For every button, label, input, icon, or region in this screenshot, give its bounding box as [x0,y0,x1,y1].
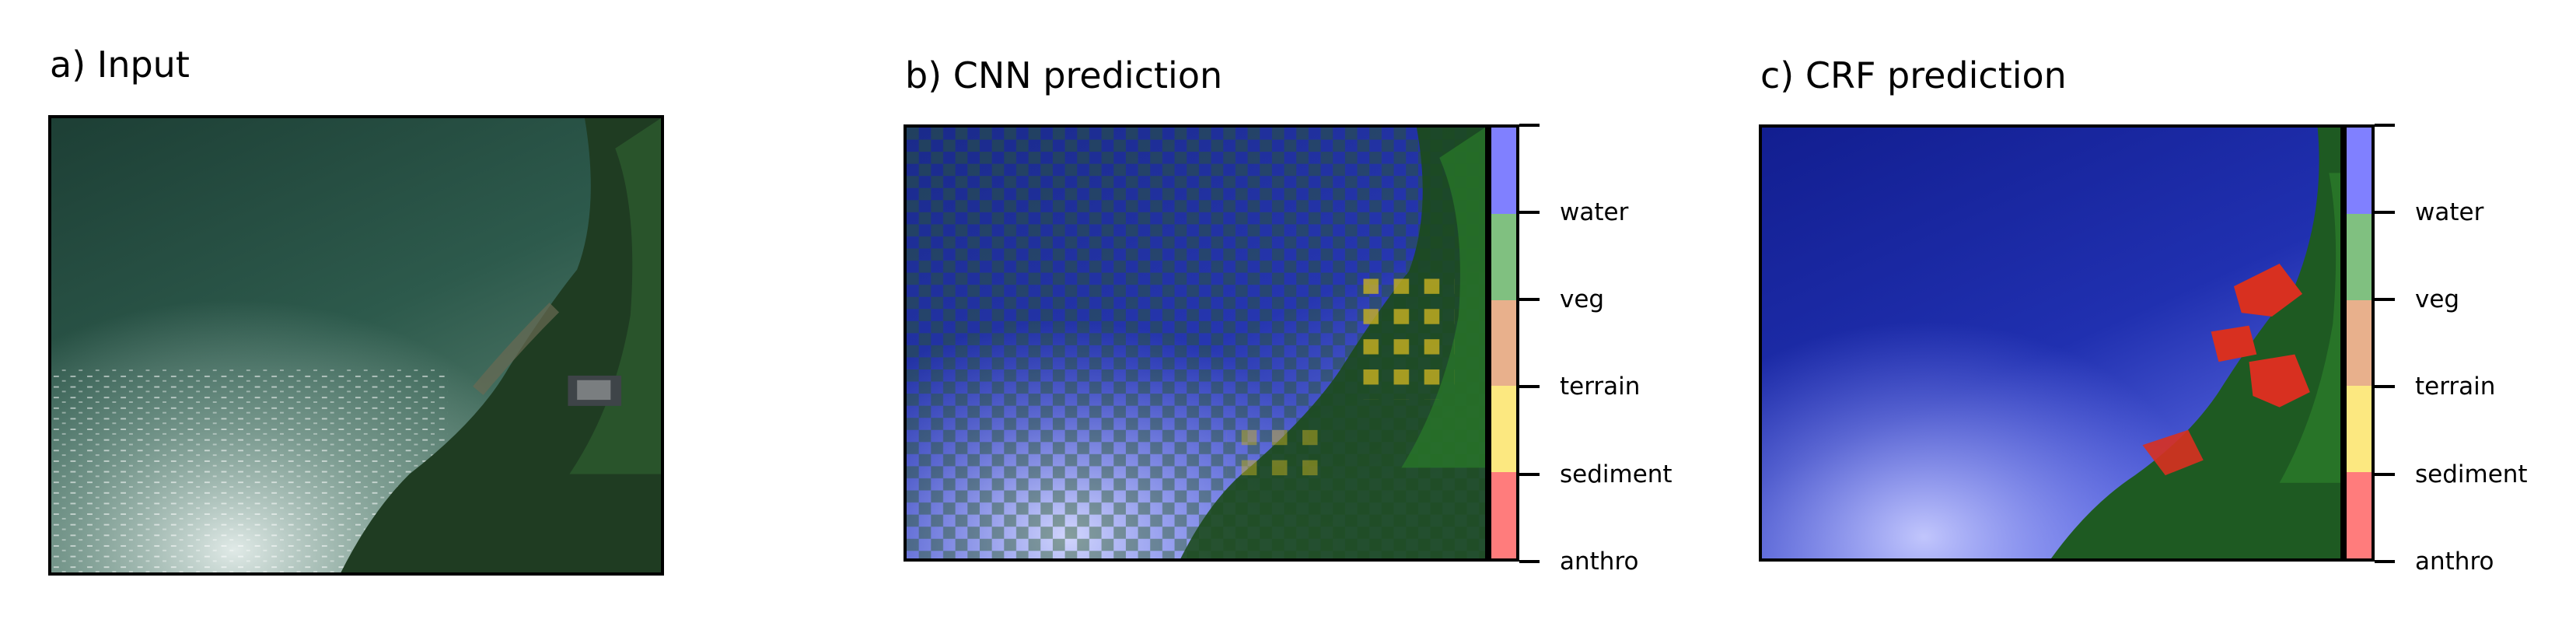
colorbar-crf-tick-anthro [2375,560,2395,563]
colorbar-cnn-tick-water [1519,211,1540,214]
panel-a-title: a) Input [50,44,190,86]
colorbar-cnn [1488,124,1519,562]
colorbar-cnn-tick-anthro [1519,560,1540,563]
colorbar-cnn-tick-top [1519,124,1540,127]
colorbar-segment-sediment [2347,386,2372,473]
colorbar-segment-sediment [1491,386,1516,473]
colorbar-crf-tick-top [2375,124,2395,127]
panel-b-title: b) CNN prediction [905,54,1223,96]
cnn-prediction-image [904,124,1488,562]
colorbar-segment-veg [1491,213,1516,300]
colorbar-segment-veg [2347,213,2372,300]
colorbar-segment-terrain [2347,299,2372,387]
panel-c-title: c) CRF prediction [1760,54,2067,96]
colorbar-segment-water [1491,128,1516,214]
colorbar-cnn-label-water: water [1560,198,1629,226]
colorbar-cnn-tick-sediment [1519,473,1540,476]
colorbar-cnn-tick-veg [1519,298,1540,301]
colorbar-crf-label-water: water [2415,198,2484,226]
colorbar-crf-label-veg: veg [2415,285,2460,313]
colorbar-segment-water [2347,128,2372,214]
colorbar-cnn-tick-terrain [1519,385,1540,388]
colorbar-crf-label-anthro: anthro [2415,548,2494,576]
colorbar-crf-tick-water [2375,211,2395,214]
colorbar-segment-terrain [1491,299,1516,387]
crf-prediction-image [1759,124,2344,562]
colorbar-crf-label-sediment: sediment [2415,460,2528,488]
colorbar-cnn-label-sediment: sediment [1560,460,1672,488]
colorbar-crf [2344,124,2375,562]
colorbar-cnn-label-anthro: anthro [1560,548,1639,576]
colorbar-segment-anthro [1491,472,1516,558]
colorbar-segment-anthro [2347,472,2372,558]
colorbar-crf-tick-sediment [2375,473,2395,476]
input-image [48,115,664,576]
colorbar-cnn-label-veg: veg [1560,285,1605,313]
colorbar-crf-tick-terrain [2375,385,2395,388]
colorbar-crf-label-terrain: terrain [2415,373,2496,401]
colorbar-crf-tick-veg [2375,298,2395,301]
colorbar-cnn-label-terrain: terrain [1560,373,1641,401]
